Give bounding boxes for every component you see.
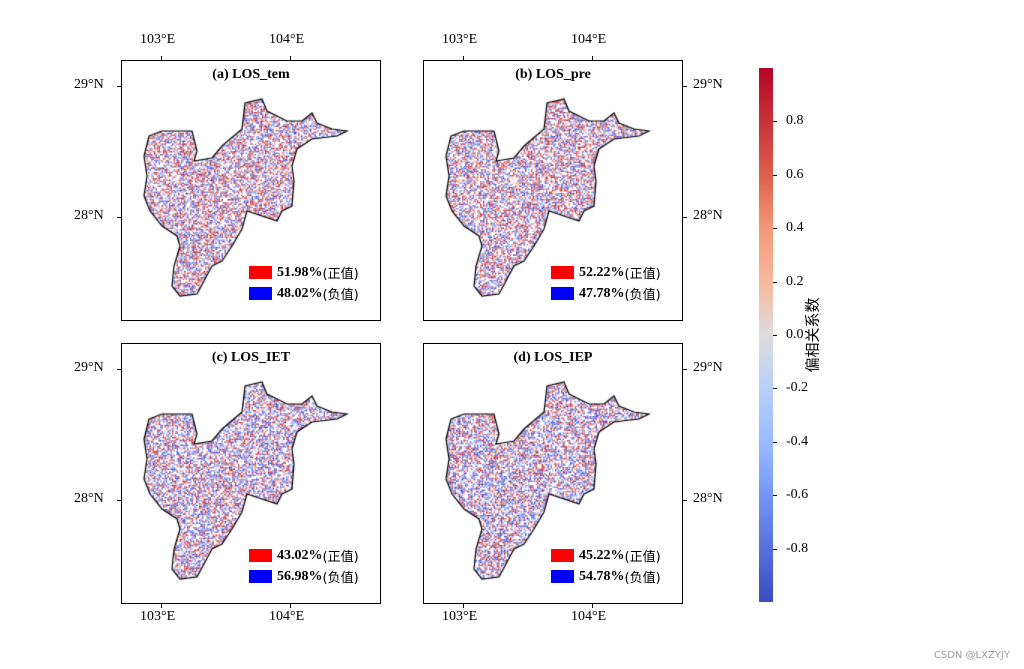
colorbar-tick-mark (773, 121, 777, 123)
lat-tick-mark (117, 369, 121, 370)
colorbar-label: 偏相关系数 (803, 297, 822, 373)
panel-title: (a) LOS_tem (212, 67, 290, 82)
colorbar-tick-label: 0.8 (786, 113, 804, 129)
lat-tick-mark (117, 500, 121, 501)
colorbar-tick-label: 0.0 (786, 327, 804, 342)
panel-title: (b) LOS_pre (515, 67, 591, 82)
positive-legend-item: 45.22% (正值) (551, 546, 661, 565)
lat-tick-mark (117, 217, 121, 218)
colorbar-tick-mark (773, 281, 777, 283)
positive-legend-item: 43.02% (正值) (249, 546, 359, 565)
positive-swatch (249, 266, 272, 279)
negative-label: (负值) (322, 571, 359, 586)
colorbar-tick-mark (773, 228, 777, 230)
map-panel: (c) LOS_IET 43.02% (正值) 56.98% (负值) (121, 343, 381, 604)
positive-percentage: 45.22% (579, 547, 625, 563)
lon-tick-mark (161, 604, 162, 608)
lat-tick-label: 28°N (74, 491, 104, 506)
lat-tick-label: 28°N (74, 208, 104, 223)
lon-tick-mark (290, 604, 291, 608)
colorbar-tick-mark (773, 495, 777, 497)
negative-percentage: 54.78% (579, 568, 625, 584)
lat-tick-mark (683, 369, 687, 370)
lat-tick-mark (683, 500, 687, 501)
colorbar-tick-label: 0.2 (786, 273, 804, 289)
positive-label: (正值) (322, 267, 359, 282)
colorbar-tick-label: -0.2 (786, 380, 809, 396)
colorbar-tick-label: 0.4 (786, 220, 804, 236)
lon-tick-label: 104°E (269, 32, 305, 47)
map-panel: (d) LOS_IEP 45.22% (正值) 54.78% (负值) (423, 343, 683, 604)
negative-swatch (249, 287, 272, 300)
negative-percentage: 48.02% (277, 285, 323, 301)
negative-label: (负值) (624, 571, 661, 586)
lon-tick-label: 103°E (442, 32, 478, 47)
colorbar-tick-mark (773, 335, 777, 336)
colorbar-tick-label: -0.8 (786, 540, 809, 556)
positive-label: (正值) (322, 550, 359, 565)
lat-tick-label: 29°N (693, 77, 723, 92)
colorbar-tick-mark (773, 174, 777, 176)
negative-percentage: 56.98% (277, 568, 323, 584)
lon-tick-mark (592, 604, 593, 608)
lat-tick-label: 29°N (74, 77, 104, 92)
lon-tick-mark (463, 604, 464, 608)
lon-tick-mark (161, 56, 162, 60)
lon-tick-mark (290, 56, 291, 60)
lat-tick-mark (117, 86, 121, 87)
map-panel: (a) LOS_tem 51.98% (正值) 48.02% (负值) (121, 60, 381, 321)
lon-tick-label: 104°E (269, 609, 305, 624)
map-panel: (b) LOS_pre 52.22% (正值) 47.78% (负值) (423, 60, 683, 321)
positive-swatch (551, 549, 574, 562)
negative-legend-item: 47.78% (负值) (551, 284, 661, 303)
negative-legend-item: 48.02% (负值) (249, 284, 359, 303)
negative-percentage: 47.78% (579, 285, 625, 301)
lon-tick-label: 103°E (442, 609, 478, 624)
negative-swatch (551, 570, 574, 583)
colorbar-tick-mark (773, 388, 777, 390)
colorbar-tick-label: -0.4 (786, 433, 809, 449)
colorbar-tick-label: 0.6 (786, 166, 804, 182)
negative-label: (负值) (322, 288, 359, 303)
lon-tick-label: 104°E (571, 32, 607, 47)
negative-swatch (249, 570, 272, 583)
positive-percentage: 51.98% (277, 264, 323, 280)
positive-legend-item: 51.98% (正值) (249, 263, 359, 282)
colorbar-tick-mark (773, 441, 777, 443)
positive-swatch (249, 549, 272, 562)
lon-tick-label: 103°E (140, 609, 176, 624)
positive-legend-item: 52.22% (正值) (551, 263, 661, 282)
lon-tick-mark (592, 56, 593, 60)
watermark: CSDN @LXZYJY (933, 650, 1010, 661)
negative-legend-item: 54.78% (负值) (551, 567, 661, 586)
lat-tick-mark (683, 86, 687, 87)
negative-label: (负值) (624, 288, 661, 303)
lon-tick-mark (463, 56, 464, 60)
positive-label: (正值) (624, 550, 661, 565)
lon-tick-label: 104°E (571, 609, 607, 624)
lat-tick-label: 28°N (693, 491, 723, 506)
colorbar-tick-label: -0.6 (786, 487, 809, 503)
positive-percentage: 43.02% (277, 547, 323, 563)
negative-swatch (551, 287, 574, 300)
positive-percentage: 52.22% (579, 264, 625, 280)
lat-tick-label: 28°N (693, 208, 723, 223)
lat-tick-label: 29°N (74, 360, 104, 375)
colorbar-tick-mark (773, 548, 777, 550)
lat-tick-mark (683, 217, 687, 218)
panel-title: (c) LOS_IET (211, 350, 291, 365)
lon-tick-label: 103°E (140, 32, 176, 47)
lat-tick-label: 29°N (693, 360, 723, 375)
negative-legend-item: 56.98% (负值) (249, 567, 359, 586)
colorbar (759, 68, 773, 602)
positive-label: (正值) (624, 267, 661, 282)
positive-swatch (551, 266, 574, 279)
panel-title: (d) LOS_IEP (513, 350, 593, 365)
